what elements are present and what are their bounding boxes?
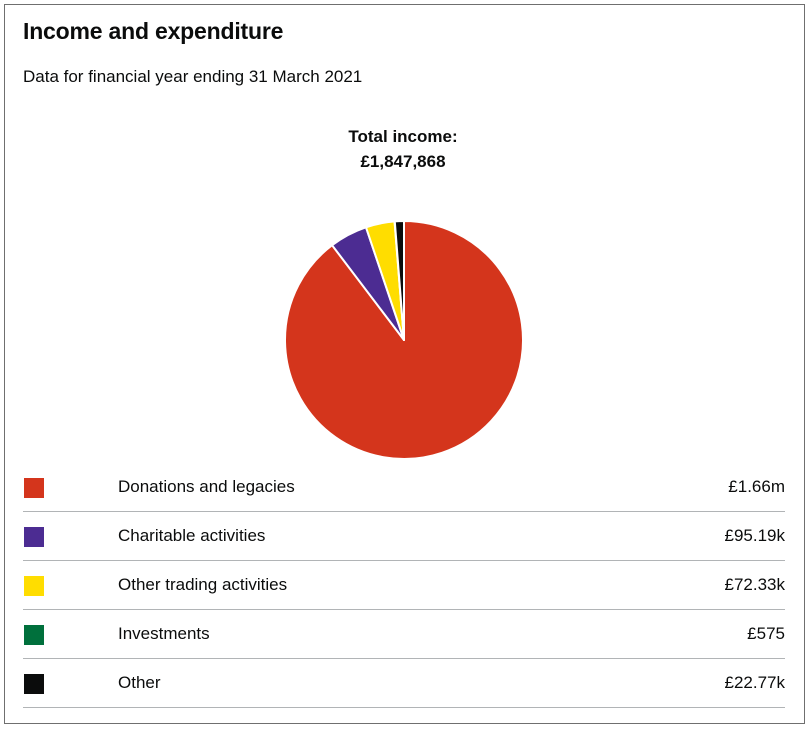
section-title: Income and expenditure (23, 18, 284, 44)
legend-label: Investments (118, 624, 210, 643)
income-legend: Donations and legacies £1.66m Charitable a… (23, 463, 785, 708)
legend-value: £72.33k (724, 575, 786, 594)
legend-label: Charitable activities (118, 526, 266, 545)
legend-row: Other £22.77k (23, 659, 785, 708)
legend-swatch (24, 674, 44, 694)
total-income-label: Total income: (348, 127, 458, 146)
legend-value: £95.19k (724, 526, 786, 545)
legend-label: Other (118, 673, 161, 692)
section-subtitle: Data for financial year ending 31 March … (23, 67, 363, 86)
legend-row: Investments £575 (23, 610, 785, 659)
legend-swatch (24, 625, 44, 645)
total-income-value: £1,847,868 (360, 152, 446, 171)
legend-row: Charitable activities £95.19k (23, 512, 785, 561)
legend-label: Donations and legacies (118, 477, 295, 496)
total-income: Total income: £1,847,868 (303, 124, 503, 174)
legend-swatch (24, 527, 44, 547)
legend-value: £22.77k (724, 673, 786, 692)
pie-slice-other (393, 220, 405, 341)
legend-row: Donations and legacies £1.66m (23, 463, 785, 512)
income-pie-chart (284, 220, 524, 460)
legend-swatch (24, 576, 44, 596)
legend-value: £1.66m (728, 477, 785, 496)
income-expenditure-card: Income and expenditure Data for financia… (4, 4, 805, 724)
legend-row: Other trading activities £72.33k (23, 561, 785, 610)
legend-value: £575 (747, 624, 785, 643)
legend-swatch (24, 478, 44, 498)
legend-label: Other trading activities (118, 575, 288, 594)
